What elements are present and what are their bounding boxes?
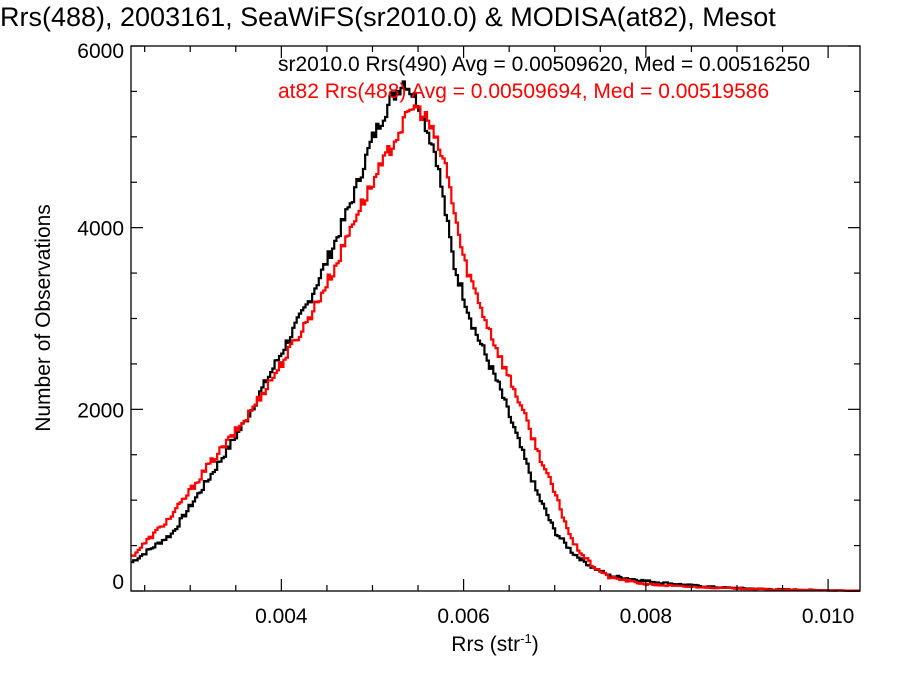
x-tick-label: 0.006 <box>437 605 490 628</box>
plot-area <box>131 80 860 592</box>
series-line-0 <box>131 80 860 592</box>
x-tick-label: 0.004 <box>255 605 308 628</box>
y-tick-label: 4000 <box>77 218 124 241</box>
axes: 0.004 0.006 0.008 0.010 0 2000 4000 6000 <box>77 40 860 628</box>
x-tick-label: 0.010 <box>802 605 855 628</box>
y-tick-label: 2000 <box>77 399 124 422</box>
x-tick-label: 0.008 <box>620 605 673 628</box>
chart-title: Rrs(488), 2003161, SeaWiFS(sr2010.0) & M… <box>0 2 776 32</box>
legend-entry-at82: at82 Rrs(488) Avg = 0.00509694, Med = 0.… <box>278 80 769 103</box>
series-line-1 <box>131 104 860 592</box>
y-tick-label: 0 <box>112 571 124 594</box>
y-axis-label: Number of Observations <box>32 204 55 432</box>
plot-frame <box>130 45 861 592</box>
x-axis-label-main: Rrs (str <box>451 633 520 656</box>
x-axis-label: Rrs (str-1) <box>451 631 538 656</box>
y-tick-label: 6000 <box>77 40 124 63</box>
x-axis-label-end: ) <box>532 633 539 656</box>
x-axis-label-exponent: -1 <box>520 631 532 646</box>
legend-entry-sr2010: sr2010.0 Rrs(490) Avg = 0.00509620, Med … <box>278 53 810 76</box>
